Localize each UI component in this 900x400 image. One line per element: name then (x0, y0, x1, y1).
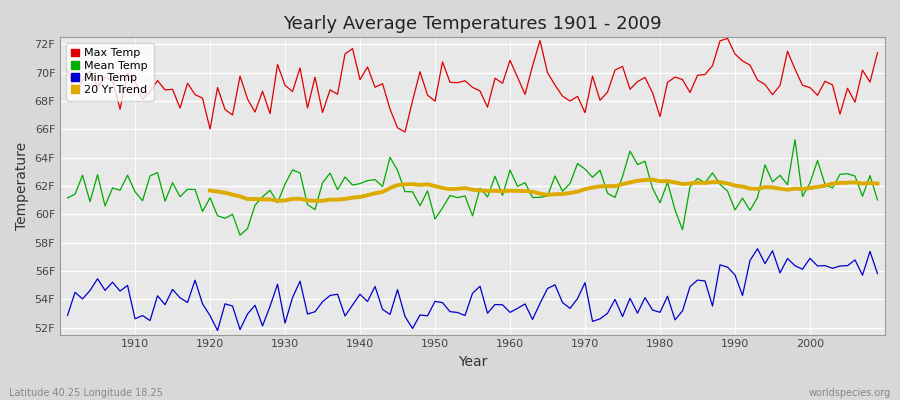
Line: Min Temp: Min Temp (68, 249, 878, 330)
Mean Temp (62, 196, 73, 200)
Min Temp (752, 246, 763, 251)
Min Temp (602, 311, 613, 316)
20 Yr Trend (204, 188, 215, 193)
Max Temp (122, 71, 133, 76)
Mean Temp (294, 170, 305, 175)
X-axis label: Year: Year (458, 355, 487, 369)
Mean Temp (789, 137, 800, 142)
20 Yr Trend (685, 181, 696, 186)
Max Temp (62, 68, 73, 72)
Max Temp (400, 130, 410, 134)
Min Temp (512, 306, 523, 311)
Mean Temp (602, 191, 613, 196)
Max Temp (872, 50, 883, 55)
Max Temp (332, 92, 343, 97)
Mean Temp (122, 173, 133, 178)
Min Temp (212, 328, 223, 333)
20 Yr Trend (272, 198, 283, 203)
20 Yr Trend (415, 182, 426, 187)
Line: 20 Yr Trend: 20 Yr Trend (210, 180, 878, 201)
Mean Temp (512, 184, 523, 189)
Legend: Max Temp, Mean Temp, Min Temp, 20 Yr Trend: Max Temp, Mean Temp, Min Temp, 20 Yr Tre… (66, 43, 154, 101)
Mean Temp (505, 168, 516, 172)
20 Yr Trend (857, 181, 868, 186)
Mean Temp (235, 233, 246, 238)
Max Temp (512, 75, 523, 80)
Min Temp (872, 271, 883, 276)
Min Temp (505, 310, 516, 315)
Line: Mean Temp: Mean Temp (68, 140, 878, 235)
Text: worldspecies.org: worldspecies.org (809, 388, 891, 398)
20 Yr Trend (789, 186, 800, 191)
Max Temp (722, 36, 733, 41)
20 Yr Trend (302, 198, 313, 203)
Max Temp (287, 89, 298, 94)
20 Yr Trend (872, 181, 883, 186)
Min Temp (122, 283, 133, 288)
Min Temp (62, 313, 73, 318)
Min Temp (339, 314, 350, 318)
Mean Temp (872, 198, 883, 202)
Min Temp (294, 279, 305, 284)
20 Yr Trend (775, 186, 786, 191)
Text: Latitude 40.25 Longitude 18.25: Latitude 40.25 Longitude 18.25 (9, 388, 163, 398)
Max Temp (505, 58, 516, 63)
Max Temp (602, 90, 613, 94)
Y-axis label: Temperature: Temperature (15, 142, 29, 230)
Line: Max Temp: Max Temp (68, 38, 878, 132)
Title: Yearly Average Temperatures 1901 - 2009: Yearly Average Temperatures 1901 - 2009 (284, 15, 662, 33)
Mean Temp (339, 175, 350, 180)
20 Yr Trend (647, 177, 658, 182)
